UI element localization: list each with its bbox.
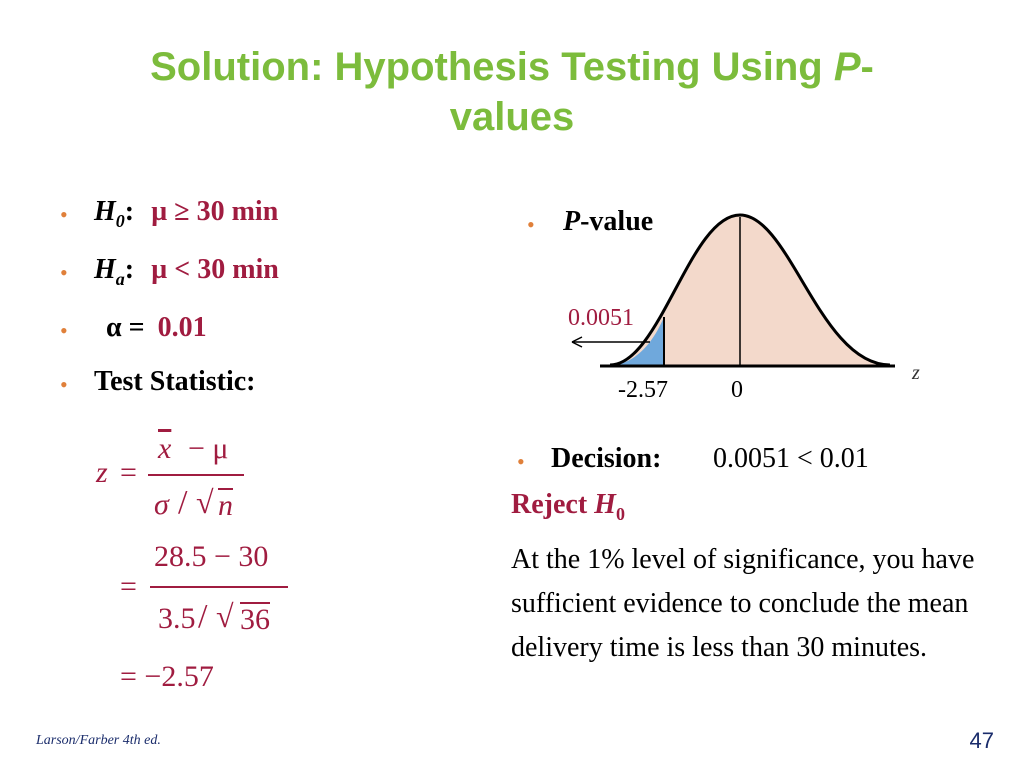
h0-value: µ ≥ 30 min xyxy=(151,196,279,227)
axis-z: z xyxy=(911,362,920,384)
alpha-symbol: α = xyxy=(106,312,145,343)
formula-den2-a: 3.5 xyxy=(158,602,196,635)
h0-colon: : xyxy=(124,196,135,227)
pvalue-p: P xyxy=(563,206,581,237)
sqrt-icon: √ xyxy=(216,598,234,634)
ha-value: µ < 30 min xyxy=(151,254,279,285)
curve-area xyxy=(610,215,890,365)
fraction-bar-1 xyxy=(148,474,244,476)
decision-label: Decision: xyxy=(551,443,662,474)
tick-neg: -2.57 xyxy=(618,377,668,403)
formula-sigma: σ xyxy=(154,488,169,521)
decision-value: 0.0051 < 0.01 xyxy=(713,443,869,474)
bullet-icon: • xyxy=(60,372,68,397)
formula-equals-1: = xyxy=(120,456,137,489)
formula-xbar: x xyxy=(158,432,172,465)
bullet-icon: • xyxy=(60,318,68,343)
title-line2: values xyxy=(449,95,575,139)
sqrt-icon: √ xyxy=(196,484,214,520)
curve-outline xyxy=(609,213,891,367)
footer-source: Larson/Farber 4th ed. xyxy=(36,733,161,748)
ha-subscript: a xyxy=(115,268,125,289)
page-number: 47 xyxy=(969,728,994,753)
formula-minus-mu: − μ xyxy=(188,432,229,465)
formula-num2: 28.5 − 30 xyxy=(154,540,269,573)
title-p: P xyxy=(833,45,861,89)
title-main: Solution: Hypothesis Testing Using xyxy=(150,45,823,89)
test-statistic-label: Test Statistic: xyxy=(94,366,256,397)
pvalue-label: -value xyxy=(580,206,654,237)
ha-colon: : xyxy=(124,254,135,285)
reject-label: Reject xyxy=(511,489,588,520)
bullet-icon: • xyxy=(60,202,68,227)
arrow-head-icon xyxy=(571,336,583,348)
reject-h0: Reject H0 xyxy=(511,489,625,527)
formula-slash-1: / xyxy=(178,484,188,521)
bullet-icon: • xyxy=(527,212,535,237)
conclusion-text: At the 1% level of significance, you hav… xyxy=(511,544,975,663)
reject-sub: 0 xyxy=(615,503,625,524)
reject-h: H xyxy=(594,489,616,520)
fraction-bar-2 xyxy=(150,586,288,588)
alpha-value: 0.01 xyxy=(157,312,207,343)
title-dash: - xyxy=(860,45,874,89)
formula-result: = −2.57 xyxy=(120,660,214,693)
h0-subscript: 0 xyxy=(115,210,125,231)
area-label: 0.0051 xyxy=(568,305,634,331)
formula-slash-2: / xyxy=(198,598,208,635)
h0-symbol: H xyxy=(94,196,116,227)
formula-equals-2: = xyxy=(120,570,137,603)
formula-den2-b: 36 xyxy=(240,602,270,636)
tick-zero: 0 xyxy=(731,377,743,403)
formula-n: n xyxy=(218,488,233,522)
normal-curve-diagram: 0.0051 -2.57 0 z xyxy=(568,213,920,403)
formula-z: z xyxy=(96,456,108,489)
bullet-icon: • xyxy=(60,260,68,285)
slide-title: Solution: Hypothesis Testing Using P- va… xyxy=(60,42,964,142)
tail-area xyxy=(610,317,664,365)
bullet-icon: • xyxy=(517,449,525,474)
ha-symbol: H xyxy=(94,254,116,285)
